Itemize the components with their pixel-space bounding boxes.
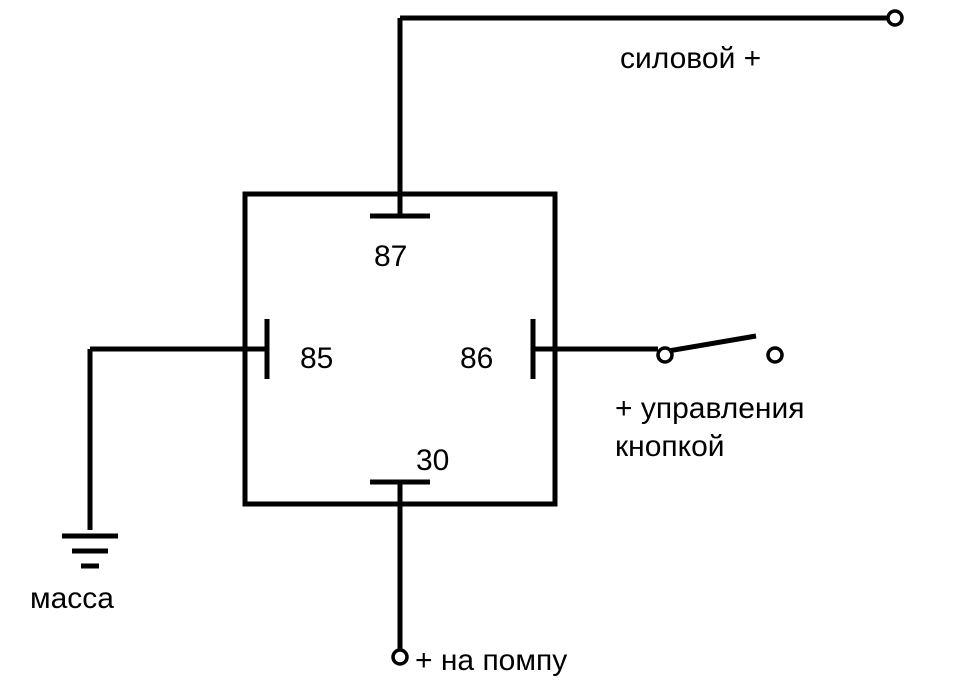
label-pin-30: 30 <box>416 444 449 477</box>
label-ground: масса <box>30 582 114 615</box>
switch-lever <box>669 336 756 351</box>
switch-node-b <box>768 348 782 362</box>
ground-symbol <box>62 536 118 566</box>
labels-layer: 87 85 86 30 силовой + + управления кнопк… <box>30 42 804 677</box>
relay-schematic: 87 85 86 30 силовой + + управления кнопк… <box>0 0 960 699</box>
label-to-pump: + на помпу <box>415 644 567 677</box>
label-pin-85: 85 <box>300 342 333 375</box>
label-control-line1: + управления <box>615 392 804 425</box>
label-control-line2: кнопкой <box>615 430 725 463</box>
label-pin-86: 86 <box>460 342 493 375</box>
terminal-to-pump <box>393 650 407 664</box>
wires-layer <box>90 11 902 664</box>
label-pin-87: 87 <box>374 240 407 273</box>
switch-symbol <box>658 336 782 362</box>
terminal-power-plus <box>888 11 902 25</box>
label-power-plus: силовой + <box>620 42 761 75</box>
